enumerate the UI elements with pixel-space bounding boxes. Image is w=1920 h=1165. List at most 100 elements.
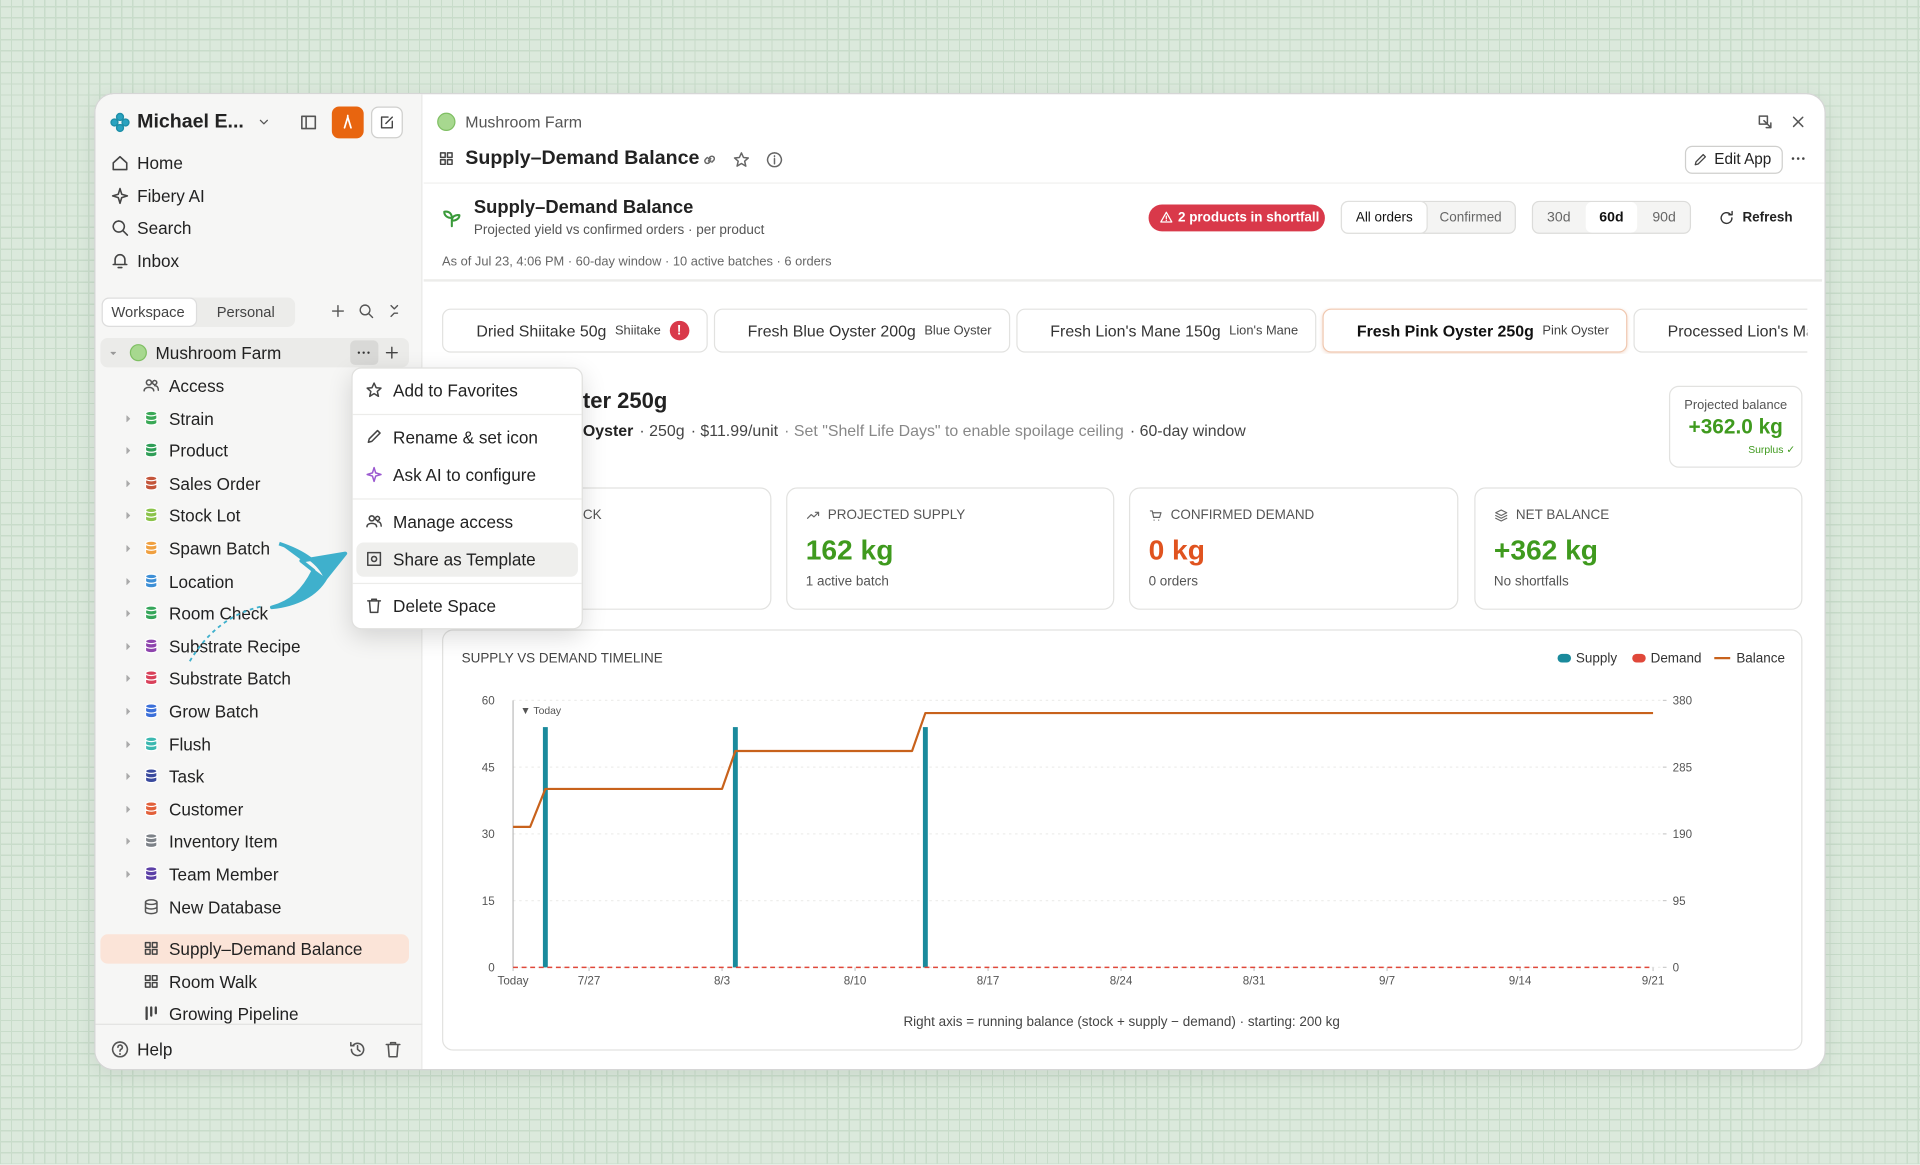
icon [126,675,131,683]
icon [126,610,131,618]
icon [144,974,158,988]
kpi-label: CK [582,508,602,523]
menu-item[interactable]: Manage access [393,511,514,532]
icon [110,351,117,355]
header-divider [423,182,1825,184]
kpi-card [1128,487,1459,610]
nav-item[interactable]: Search [137,218,192,239]
kpi-note: 0 orders [1148,574,1198,589]
icon [126,480,131,487]
icon [126,512,131,520]
menu-item[interactable]: Share as Template [393,549,536,570]
window-option[interactable] [1585,202,1638,233]
meta-item: · Set "Shelf Life Days" to enable spoila… [784,420,1124,439]
menu-item[interactable]: Rename & set icon [393,427,538,447]
sidebar-item[interactable]: Team Member [168,864,279,885]
sidebar-item[interactable]: Flush [168,734,211,754]
edit-label[interactable]: Edit App [1714,150,1772,168]
sidebar-item[interactable]: Task [168,766,205,787]
icon [126,805,131,813]
sidebar-item[interactable]: Access [168,375,225,396]
space-icon [129,344,147,362]
product-name: Dried Shiitake 50g [476,321,607,340]
nav-item[interactable]: Fibery AI [137,185,205,206]
icon [1792,116,1804,128]
product-tab[interactable]: Processed Lion's Mane [1633,308,1808,353]
sidebar-item[interactable]: Stock Lot [168,506,241,526]
breadcrumb[interactable]: Mushroom Farm [465,112,583,132]
help[interactable]: Help [137,1039,173,1060]
avatar-button[interactable] [331,106,364,139]
icon [390,304,399,318]
refresh[interactable]: Refresh [1742,210,1793,226]
icon [112,155,128,171]
meta-item: · 250g [639,420,685,439]
icon [443,210,461,228]
shortfall-text: 2 products in shortfall [1177,210,1320,226]
nav-item[interactable]: Inbox [137,251,180,271]
view-item[interactable]: Room Walk [168,972,257,992]
icon [1791,157,1805,160]
product-name: Fresh Pink Oyster 250g [1356,321,1534,340]
product-name: Processed Lion's Mane [1667,321,1808,340]
nav-item[interactable]: Home [137,153,183,173]
scope-tab[interactable]: Personal [216,303,275,321]
sidebar-item[interactable]: New Database [168,897,282,917]
edit-button[interactable] [1684,145,1783,174]
kpi-card [786,487,1115,610]
icon [144,670,158,686]
sidebar-item[interactable]: Substrate Batch [168,669,291,689]
icon [144,573,158,589]
kpi-card [1474,487,1803,610]
icon [1758,115,1772,129]
app-title: Supply–Demand Balance [473,197,694,218]
icon [144,833,158,849]
sidebar-item[interactable]: Product [168,441,229,461]
space-name: Mushroom Farm [155,342,282,363]
breadcrumb-icon [437,112,456,132]
section-divider [423,279,1823,282]
icon [366,382,382,398]
icon [331,304,345,318]
product-name: Fresh Lion's Mane 150g [1050,321,1221,340]
product-tab[interactable]: Dried Shiitake 50g Shiitake! [442,308,708,353]
product-strain: Pink Oyster [1542,323,1609,338]
menu-item[interactable]: Delete Space [393,596,496,616]
icon [301,115,317,130]
view-item[interactable]: Supply–Demand Balance [168,939,363,959]
sidebar-item[interactable]: Spawn Batch [168,538,271,559]
kpi-note: No shortfalls [1493,574,1569,589]
sidebar-item[interactable]: Customer [168,799,244,819]
sidebar-item[interactable]: Grow Batch [168,701,259,722]
scope-tab[interactable]: Workspace [111,303,185,321]
view-item[interactable]: Growing Pipeline [168,1004,299,1024]
sidebar-item[interactable]: Sales Order [168,473,261,494]
icon [144,866,158,882]
icon [366,515,382,528]
shortfall-badge [1148,204,1325,232]
icon [733,152,750,167]
sidebar-item[interactable]: Room Check [168,603,269,624]
product-tabs: Dried Shiitake 50g Shiitake! Fresh Blue Oy… [441,307,1808,354]
icon [343,114,352,129]
product-strain: Shiitake [614,323,661,338]
icon [112,254,128,269]
sidebar-item[interactable]: Strain [168,408,214,429]
order-option[interactable] [1342,202,1427,233]
icon [126,642,131,650]
icon [143,379,160,392]
sidebar-item[interactable]: Inventory Item [168,831,278,852]
sidebar-item[interactable]: Substrate Recipe [168,636,301,657]
icon [110,112,130,133]
icon [704,155,715,165]
kpi-value: 0 kg [1148,533,1205,566]
product-tab[interactable]: Fresh Lion's Mane 150g Lion's Mane [1016,308,1317,353]
detail-title: ter 250g [582,388,668,413]
menu-item[interactable]: Ask AI to configure [393,465,537,485]
product-tab[interactable]: Fresh Pink Oyster 250g Pink Oyster [1322,308,1628,353]
sidebar-item[interactable]: Location [168,571,234,591]
icon [1160,211,1173,223]
icon [806,511,820,519]
menu-item[interactable]: Add to Favorites [393,380,518,401]
product-tab[interactable]: Fresh Blue Oyster 200g Blue Oyster [713,308,1010,353]
